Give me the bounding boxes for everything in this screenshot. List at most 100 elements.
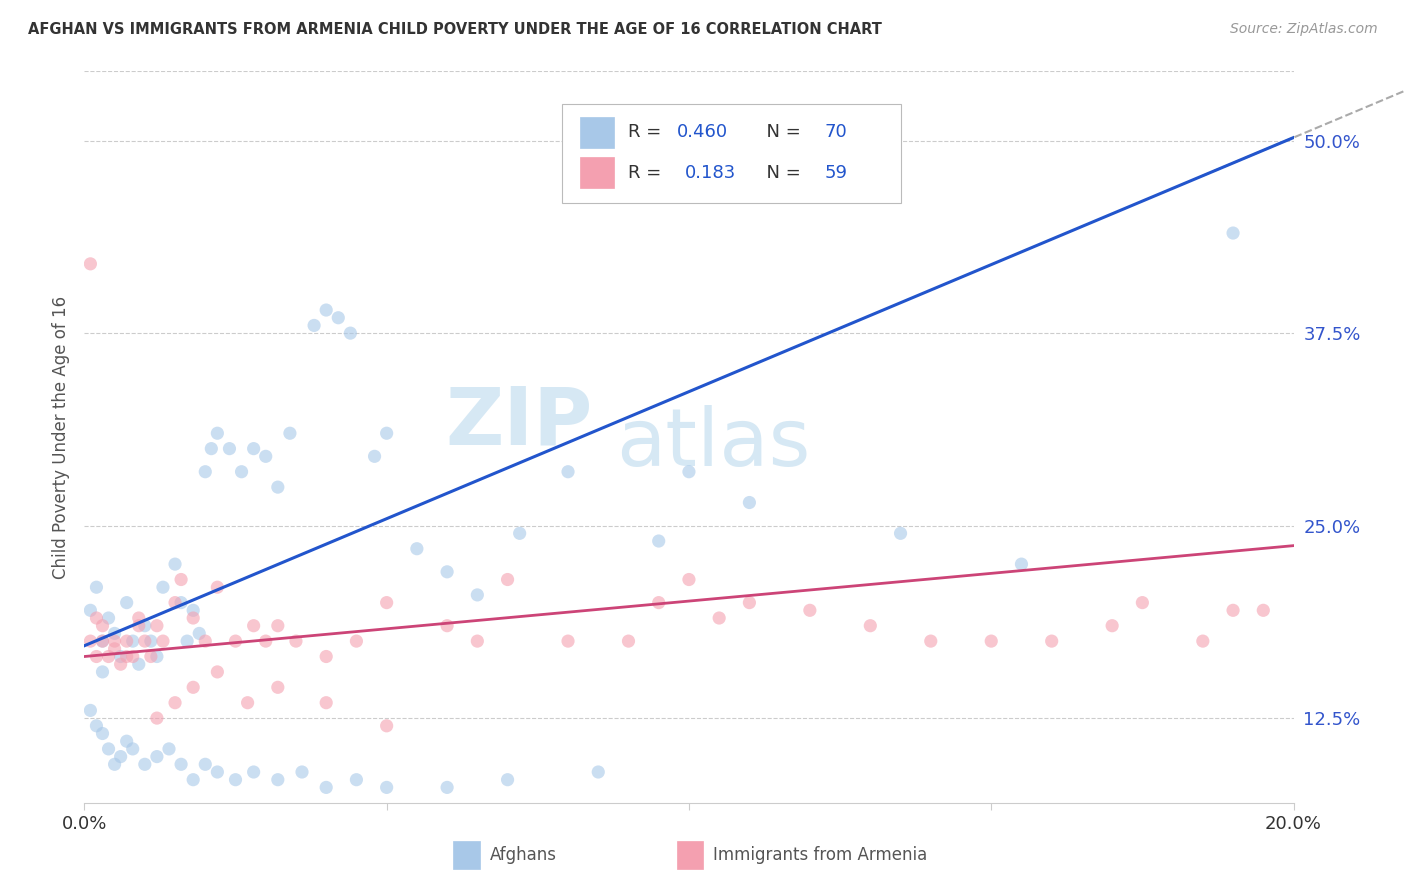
Point bbox=[267, 772, 290, 787]
Point bbox=[181, 611, 204, 625]
Point bbox=[128, 618, 150, 632]
Point bbox=[91, 665, 114, 679]
Point bbox=[617, 634, 640, 648]
Point bbox=[557, 634, 579, 648]
Text: atlas: atlas bbox=[616, 405, 811, 483]
Point bbox=[86, 580, 108, 594]
Point bbox=[1011, 557, 1033, 571]
Point bbox=[678, 573, 700, 587]
Point bbox=[890, 526, 912, 541]
Point bbox=[738, 596, 761, 610]
Point bbox=[436, 565, 458, 579]
Point bbox=[146, 649, 169, 664]
Point bbox=[278, 426, 301, 441]
Point bbox=[363, 450, 385, 464]
Text: R =: R = bbox=[628, 163, 668, 182]
Point bbox=[1222, 226, 1244, 240]
Point bbox=[207, 426, 229, 441]
Point bbox=[315, 780, 337, 795]
Point bbox=[91, 726, 114, 740]
Point bbox=[79, 634, 101, 648]
Point bbox=[709, 611, 731, 625]
Point bbox=[242, 618, 264, 632]
Point bbox=[104, 757, 127, 772]
Point bbox=[91, 634, 114, 648]
Point bbox=[375, 426, 398, 441]
Point bbox=[97, 611, 120, 625]
Point bbox=[859, 618, 882, 632]
Text: N =: N = bbox=[755, 163, 807, 182]
Point bbox=[194, 757, 217, 772]
Point bbox=[218, 442, 240, 456]
Point bbox=[104, 641, 127, 656]
Text: Source: ZipAtlas.com: Source: ZipAtlas.com bbox=[1230, 22, 1378, 37]
Point bbox=[285, 634, 308, 648]
Point bbox=[328, 310, 350, 325]
Point bbox=[200, 442, 222, 456]
Point bbox=[146, 618, 169, 632]
Point bbox=[467, 588, 489, 602]
Point bbox=[188, 626, 211, 640]
Point bbox=[315, 649, 337, 664]
Point bbox=[134, 618, 156, 632]
Point bbox=[207, 580, 229, 594]
Text: Immigrants from Armenia: Immigrants from Armenia bbox=[713, 847, 928, 864]
Point bbox=[236, 696, 259, 710]
Text: R =: R = bbox=[628, 123, 668, 142]
Point bbox=[128, 611, 150, 625]
Point bbox=[1130, 596, 1153, 610]
Point bbox=[207, 764, 229, 779]
Point bbox=[181, 603, 204, 617]
Text: 59: 59 bbox=[824, 163, 848, 182]
Point bbox=[110, 749, 132, 764]
Point bbox=[799, 603, 821, 617]
Point bbox=[79, 603, 101, 617]
Point bbox=[128, 657, 150, 672]
Point bbox=[170, 596, 193, 610]
Point bbox=[225, 772, 247, 787]
Point bbox=[648, 596, 671, 610]
Point bbox=[170, 573, 193, 587]
Text: Afghans: Afghans bbox=[489, 847, 557, 864]
Point bbox=[242, 764, 264, 779]
Point bbox=[146, 749, 169, 764]
FancyBboxPatch shape bbox=[562, 104, 901, 203]
Point bbox=[146, 711, 169, 725]
Point bbox=[315, 696, 337, 710]
Point bbox=[467, 634, 489, 648]
Bar bbox=[581, 117, 614, 148]
Bar bbox=[676, 841, 703, 869]
Point bbox=[1253, 603, 1275, 617]
Point bbox=[194, 634, 217, 648]
Point bbox=[346, 634, 368, 648]
Point bbox=[104, 634, 127, 648]
Text: N =: N = bbox=[755, 123, 807, 142]
Point bbox=[254, 634, 277, 648]
Point bbox=[267, 618, 290, 632]
Point bbox=[406, 541, 429, 556]
Point bbox=[315, 303, 337, 318]
Point bbox=[121, 634, 143, 648]
Point bbox=[1222, 603, 1244, 617]
Point bbox=[139, 649, 162, 664]
Point bbox=[225, 634, 247, 648]
Point bbox=[91, 634, 114, 648]
Point bbox=[86, 611, 108, 625]
Point bbox=[181, 772, 204, 787]
Text: 0.183: 0.183 bbox=[685, 163, 737, 182]
Point bbox=[588, 764, 610, 779]
Point bbox=[115, 734, 138, 748]
Point bbox=[496, 573, 519, 587]
Point bbox=[254, 450, 277, 464]
Point bbox=[509, 526, 531, 541]
Point bbox=[231, 465, 253, 479]
Point bbox=[1192, 634, 1215, 648]
Point bbox=[557, 465, 579, 479]
Point bbox=[920, 634, 942, 648]
Point bbox=[165, 596, 187, 610]
Point bbox=[207, 665, 229, 679]
Point bbox=[115, 596, 138, 610]
Point bbox=[496, 772, 519, 787]
Point bbox=[134, 757, 156, 772]
Point bbox=[980, 634, 1002, 648]
